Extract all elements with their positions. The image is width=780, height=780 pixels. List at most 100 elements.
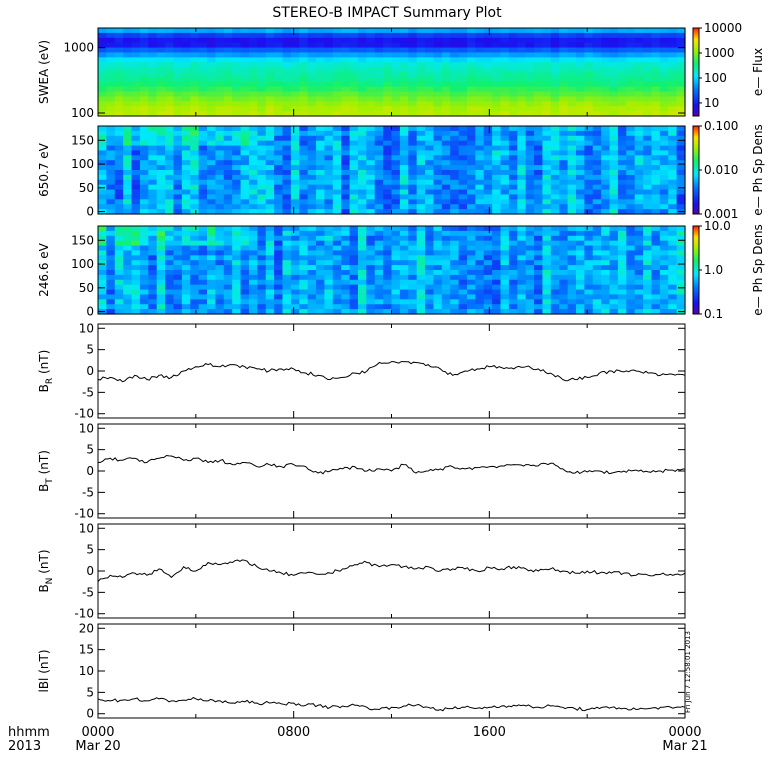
heatmap-cell bbox=[223, 255, 233, 261]
heatmap-cell bbox=[357, 42, 367, 49]
heatmap-cell bbox=[207, 130, 216, 137]
heatmap-cell bbox=[123, 174, 133, 181]
heatmap-cell bbox=[98, 289, 107, 296]
heatmap-cell bbox=[659, 235, 669, 242]
heatmap-cell bbox=[483, 145, 493, 152]
heatmap-cell bbox=[173, 135, 183, 142]
heatmap-cell bbox=[659, 76, 669, 83]
heatmap-cell bbox=[391, 62, 401, 68]
heatmap-cell bbox=[617, 86, 627, 93]
heatmap-cell bbox=[626, 47, 636, 54]
heatmap-cell bbox=[626, 165, 636, 171]
heatmap-cell bbox=[274, 135, 284, 142]
colorbar-tick-label: 1.0 bbox=[704, 263, 723, 277]
heatmap-cell bbox=[366, 57, 376, 63]
heatmap-cell bbox=[374, 279, 384, 286]
heatmap-cell bbox=[181, 37, 191, 44]
heatmap-cell bbox=[349, 111, 359, 117]
heatmap-cell bbox=[668, 230, 678, 237]
y-axis-label-main: 246.6 eV bbox=[37, 242, 51, 297]
heatmap-cell bbox=[659, 42, 669, 49]
heatmap-cell bbox=[282, 230, 292, 237]
heatmap-cell bbox=[265, 32, 275, 39]
heatmap-cell bbox=[248, 230, 258, 237]
heatmap-cell bbox=[215, 106, 225, 112]
heatmap-cell bbox=[316, 284, 326, 291]
heatmap-cell bbox=[609, 279, 619, 286]
heatmap-cell bbox=[592, 194, 602, 200]
heatmap-cell bbox=[450, 106, 460, 112]
heatmap-cell bbox=[659, 140, 669, 147]
heatmap-cell bbox=[366, 235, 376, 242]
heatmap-cell bbox=[659, 81, 669, 88]
heatmap-cell bbox=[534, 155, 544, 161]
heatmap-cell bbox=[634, 226, 644, 232]
heatmap-cell bbox=[634, 304, 644, 310]
heatmap-cell bbox=[299, 299, 309, 305]
x-tick-date: Mar 20 bbox=[75, 739, 120, 754]
heatmap-cell bbox=[492, 67, 502, 73]
heatmap-cell bbox=[441, 165, 451, 171]
heatmap-cell bbox=[366, 284, 376, 291]
heatmap-cell bbox=[676, 42, 686, 49]
heatmap-cell bbox=[374, 209, 384, 215]
heatmap-cell bbox=[181, 32, 191, 39]
heatmap-cell bbox=[332, 274, 342, 281]
heatmap-cell bbox=[676, 226, 686, 232]
y-axis-label: 650.7 eV bbox=[37, 142, 51, 197]
y-tick-label: 10 bbox=[79, 421, 94, 435]
heatmap-cell bbox=[131, 194, 141, 200]
heatmap-cell bbox=[114, 106, 124, 112]
heatmap-cell bbox=[156, 81, 166, 88]
heatmap-cell bbox=[156, 174, 166, 181]
heatmap-cell bbox=[592, 170, 602, 176]
heatmap-cell bbox=[198, 184, 208, 191]
heatmap-cell bbox=[274, 81, 284, 88]
heatmap-cell bbox=[215, 294, 225, 300]
heatmap-cell bbox=[542, 194, 552, 200]
heatmap-cell bbox=[232, 91, 242, 98]
heatmap-cell bbox=[592, 111, 602, 117]
heatmap-cell bbox=[106, 270, 116, 276]
heatmap-cell bbox=[316, 42, 326, 49]
heatmap-cell bbox=[98, 135, 107, 142]
heatmap-cell bbox=[207, 160, 216, 166]
heatmap-cell bbox=[307, 255, 317, 261]
heatmap-cell bbox=[316, 160, 326, 166]
heatmap-cell bbox=[525, 274, 535, 281]
heatmap-cell bbox=[450, 250, 460, 256]
heatmap-cell bbox=[534, 42, 544, 49]
heatmap-cell bbox=[240, 199, 250, 205]
heatmap-cell bbox=[500, 165, 510, 171]
heatmap-cell bbox=[458, 294, 468, 300]
heatmap-cell bbox=[542, 96, 552, 102]
heatmap-cell bbox=[458, 155, 468, 161]
heatmap-cell bbox=[500, 52, 510, 58]
heatmap-cell bbox=[383, 289, 393, 296]
heatmap-cell bbox=[617, 189, 627, 196]
heatmap-cell bbox=[148, 294, 158, 300]
heatmap-cell bbox=[534, 57, 544, 63]
heatmap-cell bbox=[341, 294, 351, 300]
heatmap-cell bbox=[232, 309, 242, 315]
heatmap-cell bbox=[148, 155, 158, 161]
heatmap-cell bbox=[609, 235, 619, 242]
heatmap-cell bbox=[567, 86, 577, 93]
heatmap-cell bbox=[601, 304, 611, 310]
heatmap-cell bbox=[215, 130, 225, 137]
heatmap-cell bbox=[181, 309, 191, 315]
heatmap-cell bbox=[257, 42, 267, 49]
heatmap-cell bbox=[441, 284, 451, 291]
heatmap-cell bbox=[257, 111, 267, 117]
heatmap-cell bbox=[433, 299, 443, 305]
heatmap-cell bbox=[483, 226, 493, 232]
heatmap-cell bbox=[156, 96, 166, 102]
heatmap-cell bbox=[139, 189, 149, 196]
heatmap-cell bbox=[391, 130, 401, 137]
heatmap-cell bbox=[190, 91, 200, 98]
heatmap-cell bbox=[534, 184, 544, 191]
heatmap-cell bbox=[609, 67, 619, 73]
heatmap-cell bbox=[584, 174, 594, 181]
heatmap-cell bbox=[559, 86, 569, 93]
heatmap-cell bbox=[232, 47, 242, 54]
